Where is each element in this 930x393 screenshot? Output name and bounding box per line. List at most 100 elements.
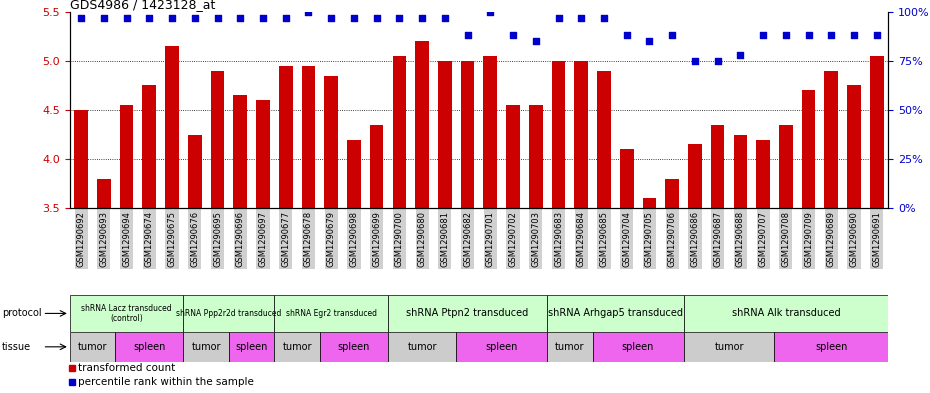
Bar [734,134,747,208]
Text: GDS4986 / 1423128_at: GDS4986 / 1423128_at [70,0,215,11]
Bar [870,56,884,208]
Point [210,15,225,21]
Point [392,15,406,21]
Point [824,32,839,39]
Text: transformed count: transformed count [78,364,175,373]
Point [415,15,430,21]
Point [665,32,680,39]
Point [870,32,884,39]
Text: spleen: spleen [622,342,655,352]
Bar [301,66,315,208]
Bar [320,332,388,362]
Text: shRNA Alk transduced: shRNA Alk transduced [732,309,840,318]
Bar [756,140,770,208]
Bar [529,105,542,208]
Bar [688,144,702,208]
Point [437,15,452,21]
Point [801,32,816,39]
Point [119,15,134,21]
Bar [347,140,361,208]
Bar [211,71,224,208]
Text: shRNA Lacz transduced
(control): shRNA Lacz transduced (control) [81,304,172,323]
Bar [370,125,383,208]
Bar [97,179,111,208]
Point [846,32,861,39]
Bar [256,100,270,208]
Bar [775,332,888,362]
Text: tumor: tumor [283,342,312,352]
Bar [233,95,247,208]
Bar [847,86,861,208]
Text: spleen: spleen [338,342,370,352]
Bar [142,86,156,208]
Point [551,15,566,21]
Bar [684,295,888,332]
Bar [620,149,633,208]
Text: protocol: protocol [2,309,42,318]
Bar [484,56,498,208]
Point [711,58,725,64]
Text: tumor: tumor [407,342,437,352]
Bar [416,41,429,208]
Point [687,58,702,64]
Point [278,15,293,21]
Text: shRNA Egr2 transduced: shRNA Egr2 transduced [286,309,377,318]
Bar [551,61,565,208]
Bar [547,332,592,362]
Bar [388,332,457,362]
Text: tumor: tumor [78,342,107,352]
Point [165,15,179,21]
Point [369,15,384,21]
Text: tumor: tumor [714,342,744,352]
Point [733,52,748,58]
Bar [166,46,179,208]
Text: spleen: spleen [133,342,166,352]
Text: spleen: spleen [235,342,268,352]
Bar [575,61,588,208]
Bar [547,295,684,332]
Bar [665,179,679,208]
Bar [274,295,388,332]
Bar [643,198,657,208]
Point [528,38,543,44]
Text: spleen: spleen [485,342,518,352]
Bar [457,332,547,362]
Bar [388,295,547,332]
Bar [592,332,684,362]
Bar [684,332,775,362]
Bar [392,56,406,208]
Point [324,15,339,21]
Bar [438,61,452,208]
Bar [825,71,838,208]
Bar [183,332,229,362]
Bar [460,61,474,208]
Point [97,15,112,21]
Bar [70,295,183,332]
Bar [711,125,724,208]
Bar [279,66,293,208]
Point [301,9,316,15]
Point [460,32,475,39]
Point [506,32,521,39]
Point [619,32,634,39]
Text: percentile rank within the sample: percentile rank within the sample [78,377,254,387]
Point [483,9,498,15]
Bar [506,105,520,208]
Text: shRNA Ppp2r2d transduced: shRNA Ppp2r2d transduced [176,309,282,318]
Text: spleen: spleen [815,342,847,352]
Point [256,15,271,21]
Point [756,32,771,39]
Text: shRNA Arhgap5 transduced: shRNA Arhgap5 transduced [548,309,683,318]
Bar [115,332,183,362]
Bar [229,332,274,362]
Point [596,15,611,21]
Point [73,15,88,21]
Point [187,15,202,21]
Bar [325,75,338,208]
Bar [597,71,611,208]
Point [642,38,657,44]
Point [347,15,362,21]
Bar [779,125,792,208]
Bar [70,332,115,362]
Bar [183,295,274,332]
